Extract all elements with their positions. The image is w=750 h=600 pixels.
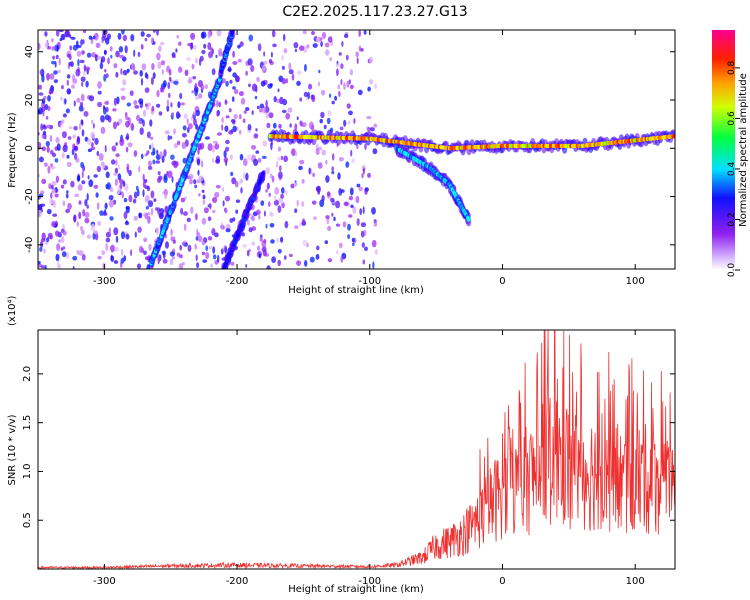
snr-x-label: Height of straight line (km) [288, 584, 424, 595]
spectrogram-x-ticks: -300 -200 -100 0 100 [93, 30, 645, 287]
feature-descending-branch [393, 142, 472, 227]
spectrogram-plot-area [38, 30, 675, 269]
snr-panel: -300 -200 -100 0 100 0.5 1.0 1.5 2.0 (x10⁴) Hei… [7, 295, 676, 595]
feature-lower-streak [221, 170, 266, 269]
colorbar-tick-label: 0.0 [727, 263, 737, 278]
snr-multiplier: (x10⁴) [7, 295, 18, 326]
colorbar-label: Normalized spectral amplitude [738, 73, 749, 227]
spectrogram-y-tick-label: -40 [24, 237, 35, 253]
snr-y-tick-label: 1.5 [22, 415, 33, 431]
spectrogram-x-label: Height of straight line (km) [288, 285, 424, 296]
snr-x-tick-label: -200 [226, 576, 249, 587]
spectrogram-y-tick-label: 20 [24, 94, 35, 107]
snr-y-tick-label: 2.0 [22, 366, 33, 382]
spectrogram-y-tick-label: -20 [24, 188, 35, 204]
spectrogram-x-tick-label: -200 [226, 276, 249, 287]
colorbar-ticks: 0.0 0.2 0.4 0.6 0.8 [727, 60, 740, 277]
spectrogram-x-tick-label: -300 [93, 276, 116, 287]
colorbar-tick-label: 0.6 [727, 111, 737, 126]
colorbar-tick-label: 0.2 [727, 212, 737, 226]
spectrogram-y-ticks: -40 -20 0 20 40 [24, 45, 675, 253]
snr-y-tick-label: 0.5 [22, 512, 33, 528]
spectrogram-x-tick-label: 100 [626, 276, 645, 287]
spectrogram-frame [37, 29, 676, 270]
feature-steady-tone [267, 128, 675, 156]
feature-upper-streak [218, 30, 236, 77]
snr-frame [37, 329, 676, 570]
spectrogram-x-tick-label: 0 [499, 276, 505, 287]
snr-y-tick-label: 1.0 [22, 463, 33, 479]
snr-plot-area [38, 330, 675, 569]
snr-line [38, 330, 675, 569]
snr-y-label: SNR (10 * v/v) [7, 414, 18, 485]
spectrogram-y-tick-label: 0 [24, 145, 35, 151]
spectrogram-x-tick-label: -100 [358, 276, 381, 287]
spectrogram-y-tick-label: 40 [24, 45, 35, 58]
snr-x-tick-label: -300 [93, 576, 116, 587]
colorbar-tick-label: 0.4 [727, 162, 737, 177]
colorbar: 0.0 0.2 0.4 0.6 0.8 Normalized spectral ampl… [712, 30, 749, 277]
snr-x-tick-label: 0 [499, 576, 505, 587]
colorbar-gradient [712, 30, 735, 270]
snr-x-ticks: -300 -200 -100 0 100 [93, 330, 645, 587]
snr-x-tick-label: 100 [626, 576, 645, 587]
feature-rising-streak [148, 69, 224, 269]
snr-x-tick-label: -100 [358, 576, 381, 587]
snr-y-ticks: 0.5 1.0 1.5 2.0 [22, 366, 675, 528]
spectrogram-y-label: Frequency (Hz) [7, 112, 18, 188]
figure-title: C2E2.2025.117.23.27.G13 [282, 4, 467, 20]
colorbar-tick-label: 0.8 [727, 60, 737, 75]
